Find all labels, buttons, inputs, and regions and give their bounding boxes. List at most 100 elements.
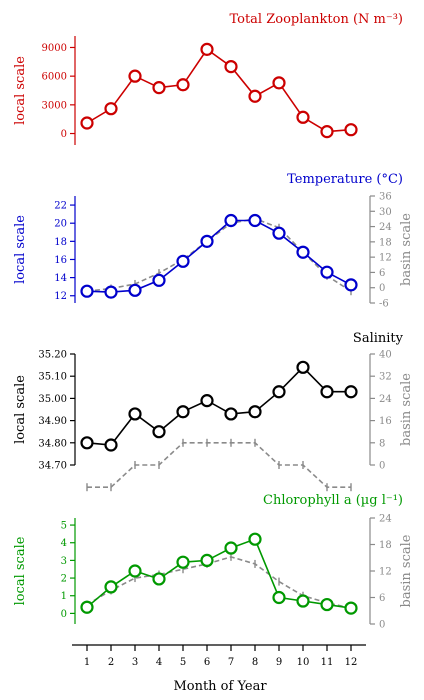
left-axis-label: local scale <box>13 375 28 444</box>
left-tick-label: 16 <box>54 255 67 266</box>
right-tick-label: 30 <box>379 207 392 218</box>
x-tick-label: 1 <box>84 657 90 668</box>
data-point <box>248 213 262 228</box>
panel-3: Salinity 34.70 34.80 34.90 35.00 35.10 35.20 lo… <box>13 331 414 492</box>
panel-title: Total Zooplankton (N m⁻³) <box>229 12 403 27</box>
left-tick-label: 35.20 <box>38 350 67 361</box>
data-point <box>128 69 142 83</box>
basin-line <box>87 442 351 488</box>
left-axis-label: local scale <box>13 536 28 605</box>
left-tick-label: 20 <box>54 219 67 230</box>
data-point <box>272 76 286 90</box>
data-point <box>128 407 142 421</box>
data-point <box>128 564 142 578</box>
left-tick-label: 0 <box>61 609 67 620</box>
right-tick-label: 8 <box>379 438 385 449</box>
x-tick-label: 9 <box>276 657 282 668</box>
data-point <box>200 553 214 568</box>
data-point <box>200 42 214 56</box>
data-point <box>104 580 118 594</box>
right-axis-label: basin scale <box>399 213 414 286</box>
data-point <box>248 405 262 419</box>
right-tick-label: 6 <box>379 268 385 279</box>
data-point <box>344 601 358 615</box>
left-tick-label: 3000 <box>42 100 67 111</box>
right-tick-label: 24 <box>379 394 392 405</box>
right-tick-label: 0 <box>379 283 385 294</box>
data-point <box>152 425 166 439</box>
right-tick-label: 40 <box>379 350 392 361</box>
right-tick-label: 36 <box>379 192 392 203</box>
panel-title: Temperature (°C) <box>287 172 403 187</box>
right-tick-label: 32 <box>379 372 392 383</box>
right-tick-label: 6 <box>379 593 385 604</box>
panel-title: Chlorophyll a (µg l⁻¹) <box>263 493 403 508</box>
left-tick-label: 2 <box>61 574 67 585</box>
right-tick-label: 16 <box>379 416 392 427</box>
basin-line <box>86 556 352 609</box>
panel-2: Temperature (°C) 12 14 16 18 20 22 local scale -… <box>13 172 414 310</box>
data-point <box>224 213 238 228</box>
x-tick-label: 12 <box>345 657 358 668</box>
x-tick-label: 4 <box>156 657 162 668</box>
data-point <box>224 541 238 555</box>
data-point <box>248 532 262 546</box>
right-tick-label: 0 <box>379 620 385 631</box>
x-tick-label: 6 <box>204 657 210 668</box>
data-point <box>224 59 238 74</box>
x-tick-label: 3 <box>132 657 138 668</box>
data-point <box>344 123 358 137</box>
left-tick-label: 6000 <box>42 72 67 83</box>
left-axis-label: local scale <box>13 215 28 284</box>
right-tick-label: 12 <box>379 253 392 264</box>
left-tick-label: 12 <box>54 291 67 302</box>
data-point <box>176 254 190 268</box>
left-tick-label: 5 <box>61 521 67 532</box>
panels: Total Zooplankton (N m⁻³)0300060009000lo… <box>13 12 414 631</box>
right-axis-label: basin scale <box>399 373 414 446</box>
right-tick-label: 18 <box>379 237 392 248</box>
left-axis-label: local scale <box>13 56 28 125</box>
left-tick-label: 34.70 <box>38 461 67 472</box>
data-point <box>344 278 358 292</box>
left-tick-label: 34.80 <box>38 438 67 449</box>
left-tick-label: 0 <box>61 129 67 140</box>
data-point <box>176 405 190 419</box>
data-point <box>104 285 118 299</box>
right-tick-label: -6 <box>379 299 389 310</box>
data-point <box>320 265 334 279</box>
left-tick-label: 14 <box>54 273 67 284</box>
data-point <box>320 597 334 612</box>
series-line <box>86 366 351 446</box>
x-axis-label: Month of Year <box>173 679 267 694</box>
data-point <box>152 273 166 287</box>
left-tick-label: 22 <box>54 201 67 212</box>
x-tick-label: 8 <box>252 657 258 668</box>
data-point <box>104 102 118 116</box>
data-point <box>104 438 118 452</box>
right-axis-label: basin scale <box>399 534 414 607</box>
data-point <box>176 555 190 569</box>
data-point <box>296 360 310 374</box>
panel-title: Salinity <box>353 331 404 346</box>
data-point <box>272 226 286 240</box>
data-point <box>296 110 310 124</box>
data-point <box>296 594 310 608</box>
data-point <box>248 89 262 103</box>
data-point <box>176 78 190 92</box>
data-point <box>152 81 166 95</box>
left-tick-label: 18 <box>54 237 67 248</box>
data-point <box>80 436 94 450</box>
data-point <box>152 572 166 586</box>
x-tick-label: 7 <box>228 657 234 668</box>
left-tick-label: 35.10 <box>38 372 67 383</box>
right-tick-label: 12 <box>379 567 392 578</box>
left-tick-label: 9000 <box>42 43 67 54</box>
data-point <box>128 283 142 297</box>
left-tick-label: 34.90 <box>38 416 67 427</box>
x-tick-label: 5 <box>180 657 186 668</box>
data-point <box>320 125 334 139</box>
data-point <box>296 245 310 259</box>
